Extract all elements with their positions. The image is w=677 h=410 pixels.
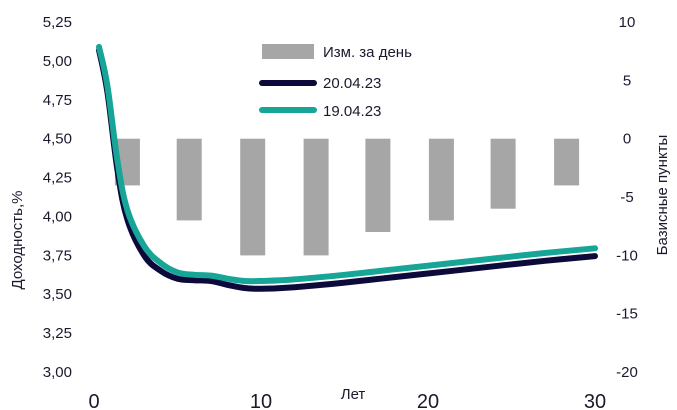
x-axis-title: Лет [341, 386, 366, 403]
y-left-axis-title: Доходность,% [9, 191, 26, 290]
y-right-tick-label: -15 [616, 306, 638, 323]
y-left-tick-label: 4,25 [43, 170, 72, 187]
y-left-tick-label: 3,75 [43, 247, 72, 264]
y-right-tick-label: 0 [623, 131, 631, 148]
bar-6 [490, 138, 516, 209]
ticks-layer: 3,00 3,25 3,50 3,75 4,00 4,25 4,50 4,75 5,00 5,25… [43, 14, 638, 410]
y-left-tick-label: 5,00 [43, 53, 72, 70]
y-left-tick-label: 3,50 [43, 286, 72, 303]
x-tick-label: 20 [417, 391, 439, 410]
bar-5 [428, 138, 454, 221]
legend-swatch-bars [262, 44, 314, 59]
bar-2 [240, 138, 266, 256]
y-left-tick-label: 4,00 [43, 208, 72, 225]
y-right-axis-title: Базисные пункты [654, 135, 671, 256]
y-left-tick-label: 3,00 [43, 364, 72, 381]
y-right-tick-label: -20 [616, 364, 638, 381]
y-right-tick-label: 10 [619, 14, 636, 31]
bar-7 [554, 138, 580, 186]
x-tick-label: 10 [250, 391, 272, 410]
legend-label-bars: Изм. за день [323, 44, 412, 61]
y-left-tick-label: 4,75 [43, 92, 72, 109]
bars-layer [114, 138, 580, 256]
bar-3 [303, 138, 329, 256]
y-right-tick-label: -5 [620, 189, 633, 206]
legend-label-19-04-23: 19.04.23 [323, 103, 381, 120]
series-line-19-04-23 [96, 43, 598, 285]
lines-layer [96, 43, 598, 292]
y-left-tick-label: 5,25 [43, 14, 72, 31]
legend-label-20-04-23: 20.04.23 [323, 75, 381, 92]
x-tick-label: 0 [88, 391, 99, 410]
y-right-tick-label: -10 [616, 247, 638, 264]
legend: Изм. за день 20.04.23 19.04.23 [259, 44, 412, 120]
y-left-tick-label: 3,25 [43, 325, 72, 342]
bar-4 [365, 138, 391, 232]
bar-1 [176, 138, 202, 221]
y-right-tick-label: 5 [623, 72, 631, 89]
y-left-tick-label: 4,50 [43, 131, 72, 148]
series-line-20-04-23 [96, 47, 598, 292]
x-tick-label: 30 [584, 391, 606, 410]
